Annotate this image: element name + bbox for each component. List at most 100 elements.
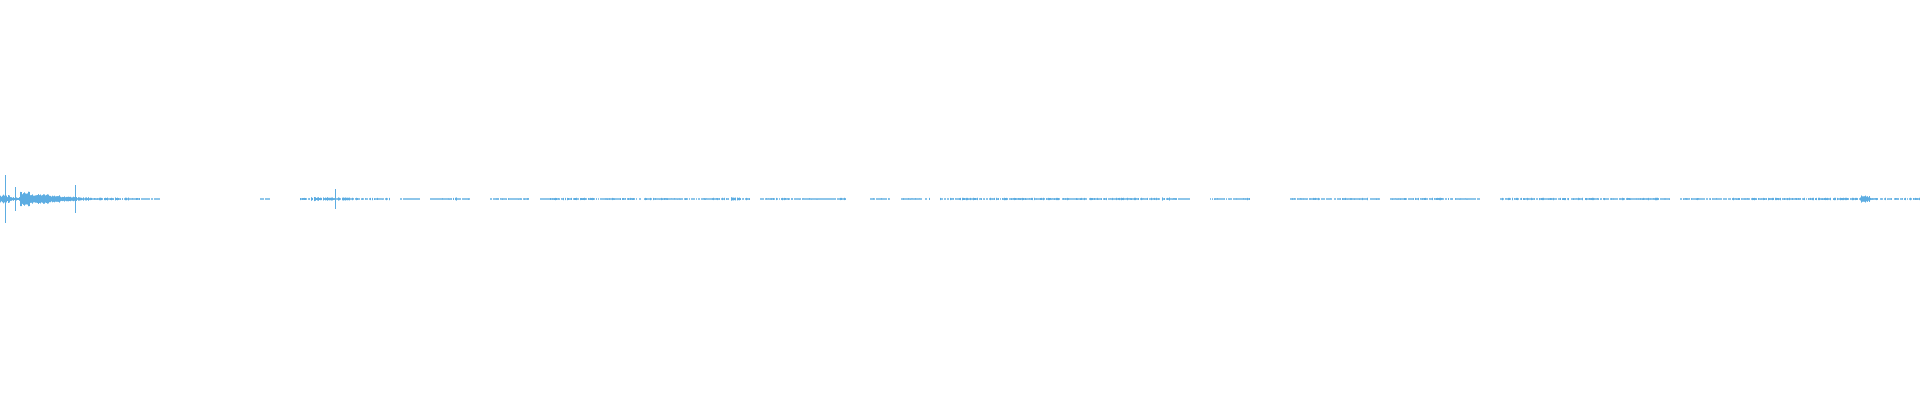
waveform-sample — [702, 198, 703, 200]
waveform-sample — [465, 198, 466, 200]
waveform-sample — [1096, 198, 1097, 200]
waveform-sample — [1294, 198, 1295, 200]
waveform-sample — [685, 198, 686, 200]
waveform-sample — [823, 198, 824, 200]
waveform-segment — [970, 197, 980, 201]
waveform-sample — [817, 198, 818, 200]
waveform-segment — [300, 197, 310, 201]
waveform-sample — [1303, 198, 1304, 200]
waveform-sample — [1464, 198, 1465, 200]
waveform-sample — [111, 197, 112, 201]
waveform-sample — [1166, 198, 1167, 200]
waveform-sample — [1290, 198, 1291, 200]
waveform-sample — [1901, 198, 1902, 200]
waveform-sample — [1872, 198, 1873, 200]
waveform-sample — [686, 198, 687, 200]
waveform-sample — [448, 198, 449, 200]
waveform-sample — [1367, 197, 1368, 201]
waveform-sample — [1092, 198, 1093, 200]
waveform-sample — [1379, 198, 1380, 200]
waveform-segment — [1430, 197, 1440, 201]
waveform-sample — [1413, 198, 1414, 200]
waveform-sample — [1080, 198, 1081, 200]
waveform-sample — [1612, 198, 1613, 200]
waveform-sample — [1804, 197, 1805, 201]
waveform-sample — [713, 197, 714, 201]
waveform-sample — [1154, 197, 1155, 200]
waveform-sample — [1532, 198, 1533, 200]
waveform-sample — [32, 194, 33, 204]
waveform-sample — [1768, 197, 1769, 201]
waveform-sample — [1840, 197, 1841, 201]
waveform-segment — [1640, 197, 1650, 201]
waveform-sample — [385, 198, 386, 200]
waveform-sample — [137, 198, 138, 200]
waveform-sample — [1462, 198, 1463, 200]
waveform-sample — [619, 198, 620, 200]
waveform-sample — [1331, 198, 1332, 200]
waveform-sample — [58, 196, 59, 202]
waveform-segment — [781, 197, 790, 201]
waveform-segment — [1860, 195, 1870, 203]
waveform-sample — [624, 198, 625, 200]
waveform-sample — [1546, 198, 1547, 200]
waveform-sample — [523, 198, 524, 200]
waveform-sample — [1140, 198, 1141, 200]
waveform-segment — [340, 197, 350, 201]
waveform-sample — [138, 198, 139, 200]
waveform-sample — [1751, 198, 1752, 200]
waveform-sample — [1852, 197, 1853, 201]
waveform-sample — [770, 198, 771, 200]
waveform-sample — [124, 198, 125, 200]
waveform-sample — [1210, 198, 1211, 200]
waveform-sample — [1917, 198, 1918, 200]
waveform-segment — [1310, 197, 1320, 201]
waveform-sample — [1121, 197, 1122, 201]
waveform-segment — [1210, 198, 1220, 200]
waveform-sample — [1234, 198, 1235, 200]
waveform-sample — [1888, 198, 1889, 200]
waveform-sample — [885, 198, 886, 200]
waveform-segment — [40, 194, 50, 204]
waveform-sample — [881, 198, 882, 200]
waveform-sample — [497, 198, 498, 200]
waveform-sample — [1810, 197, 1811, 200]
waveform-sample — [1424, 198, 1425, 200]
waveform-sample — [8, 195, 9, 203]
waveform-sample — [976, 198, 977, 200]
waveform-sample — [1377, 198, 1378, 200]
waveform-sample — [837, 198, 838, 200]
waveform-sample — [1658, 198, 1659, 200]
waveform-sample — [1372, 198, 1373, 200]
waveform-sample — [1345, 197, 1346, 200]
waveform-segment — [901, 198, 910, 200]
waveform-sample — [971, 198, 972, 200]
waveform-sample — [1706, 198, 1707, 200]
waveform-sample — [1853, 197, 1854, 201]
waveform-segment — [1600, 198, 1609, 201]
waveform-sample — [89, 198, 90, 200]
waveform-sample — [610, 198, 611, 200]
waveform-segment — [1840, 197, 1849, 201]
waveform-segment — [820, 198, 830, 200]
waveform-sample — [649, 198, 650, 200]
waveform-sample — [889, 198, 890, 200]
waveform-sample — [418, 198, 419, 200]
waveform-sample — [316, 198, 317, 200]
waveform-sample — [91, 197, 92, 200]
waveform-segment — [1900, 197, 1910, 201]
waveform-sample — [1783, 198, 1784, 200]
waveform-sample — [1789, 197, 1790, 201]
waveform-sample — [998, 198, 999, 200]
waveform-sample — [1824, 198, 1825, 200]
waveform-sample — [1776, 197, 1777, 201]
waveform-segment — [1571, 197, 1580, 201]
waveform-sample — [1312, 198, 1313, 200]
waveform-sample — [1471, 198, 1472, 200]
waveform-sample — [841, 197, 842, 200]
waveform-segment — [410, 198, 420, 200]
waveform-sample — [1071, 198, 1072, 200]
waveform-sample — [843, 198, 844, 200]
waveform-sample — [374, 198, 375, 200]
